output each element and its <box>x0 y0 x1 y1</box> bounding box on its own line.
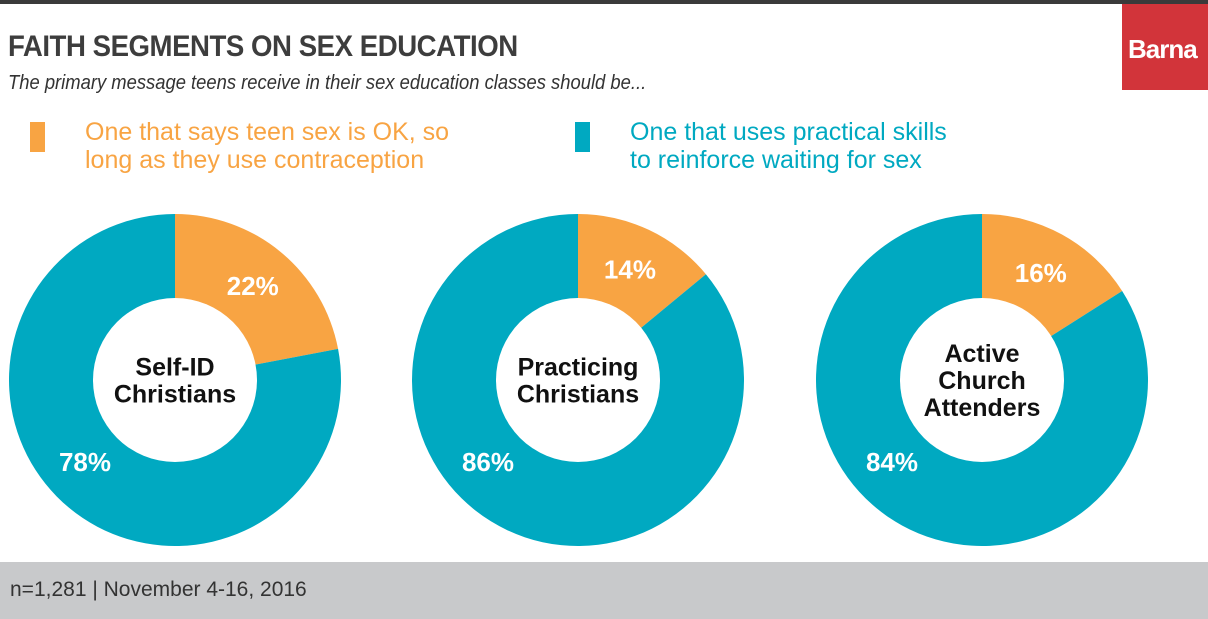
data-label: 22% <box>227 271 279 301</box>
chart-subtitle: The primary message teens receive in the… <box>8 72 647 94</box>
donut-hole <box>93 298 257 462</box>
segment-label: Attenders <box>924 394 1041 422</box>
legend-item-waiting: One that uses practical skills to reinfor… <box>575 118 947 174</box>
segment-label: Church <box>938 367 1026 395</box>
chart-title: FAITH SEGMENTS ON SEX EDUCATION <box>8 30 518 63</box>
footer-note: n=1,281 | November 4-16, 2016 <box>10 578 307 601</box>
legend-swatch-teal <box>575 122 590 152</box>
logo-text: Barna <box>1128 34 1198 64</box>
segment-label: Active <box>944 340 1019 368</box>
legend-text-line: long as they use contraception <box>85 146 425 174</box>
barna-logo: Barna <box>1122 4 1208 90</box>
segment-label: Self-ID <box>135 354 214 382</box>
data-label: 84% <box>866 447 918 477</box>
data-label: 14% <box>604 255 656 285</box>
data-label: 78% <box>59 447 111 477</box>
legend-text-line: One that uses practical skills <box>630 118 947 146</box>
donut-hole <box>496 298 660 462</box>
footer: n=1,281 | November 4-16, 2016 <box>0 562 1208 619</box>
legend-item-contraception: One that says teen sex is OK, so long as … <box>30 118 449 174</box>
segment-label: Christians <box>114 381 236 409</box>
data-label: 86% <box>462 447 514 477</box>
segment-label: Practicing <box>518 354 639 382</box>
donut-hole <box>900 298 1064 462</box>
segment-label: Christians <box>517 381 639 409</box>
legend-swatch-orange <box>30 122 45 152</box>
legend-text-line: One that says teen sex is OK, so <box>85 118 450 146</box>
data-label: 16% <box>1015 258 1067 288</box>
legend-text-line: to reinforce waiting for sex <box>630 146 922 174</box>
top-border <box>0 0 1208 4</box>
